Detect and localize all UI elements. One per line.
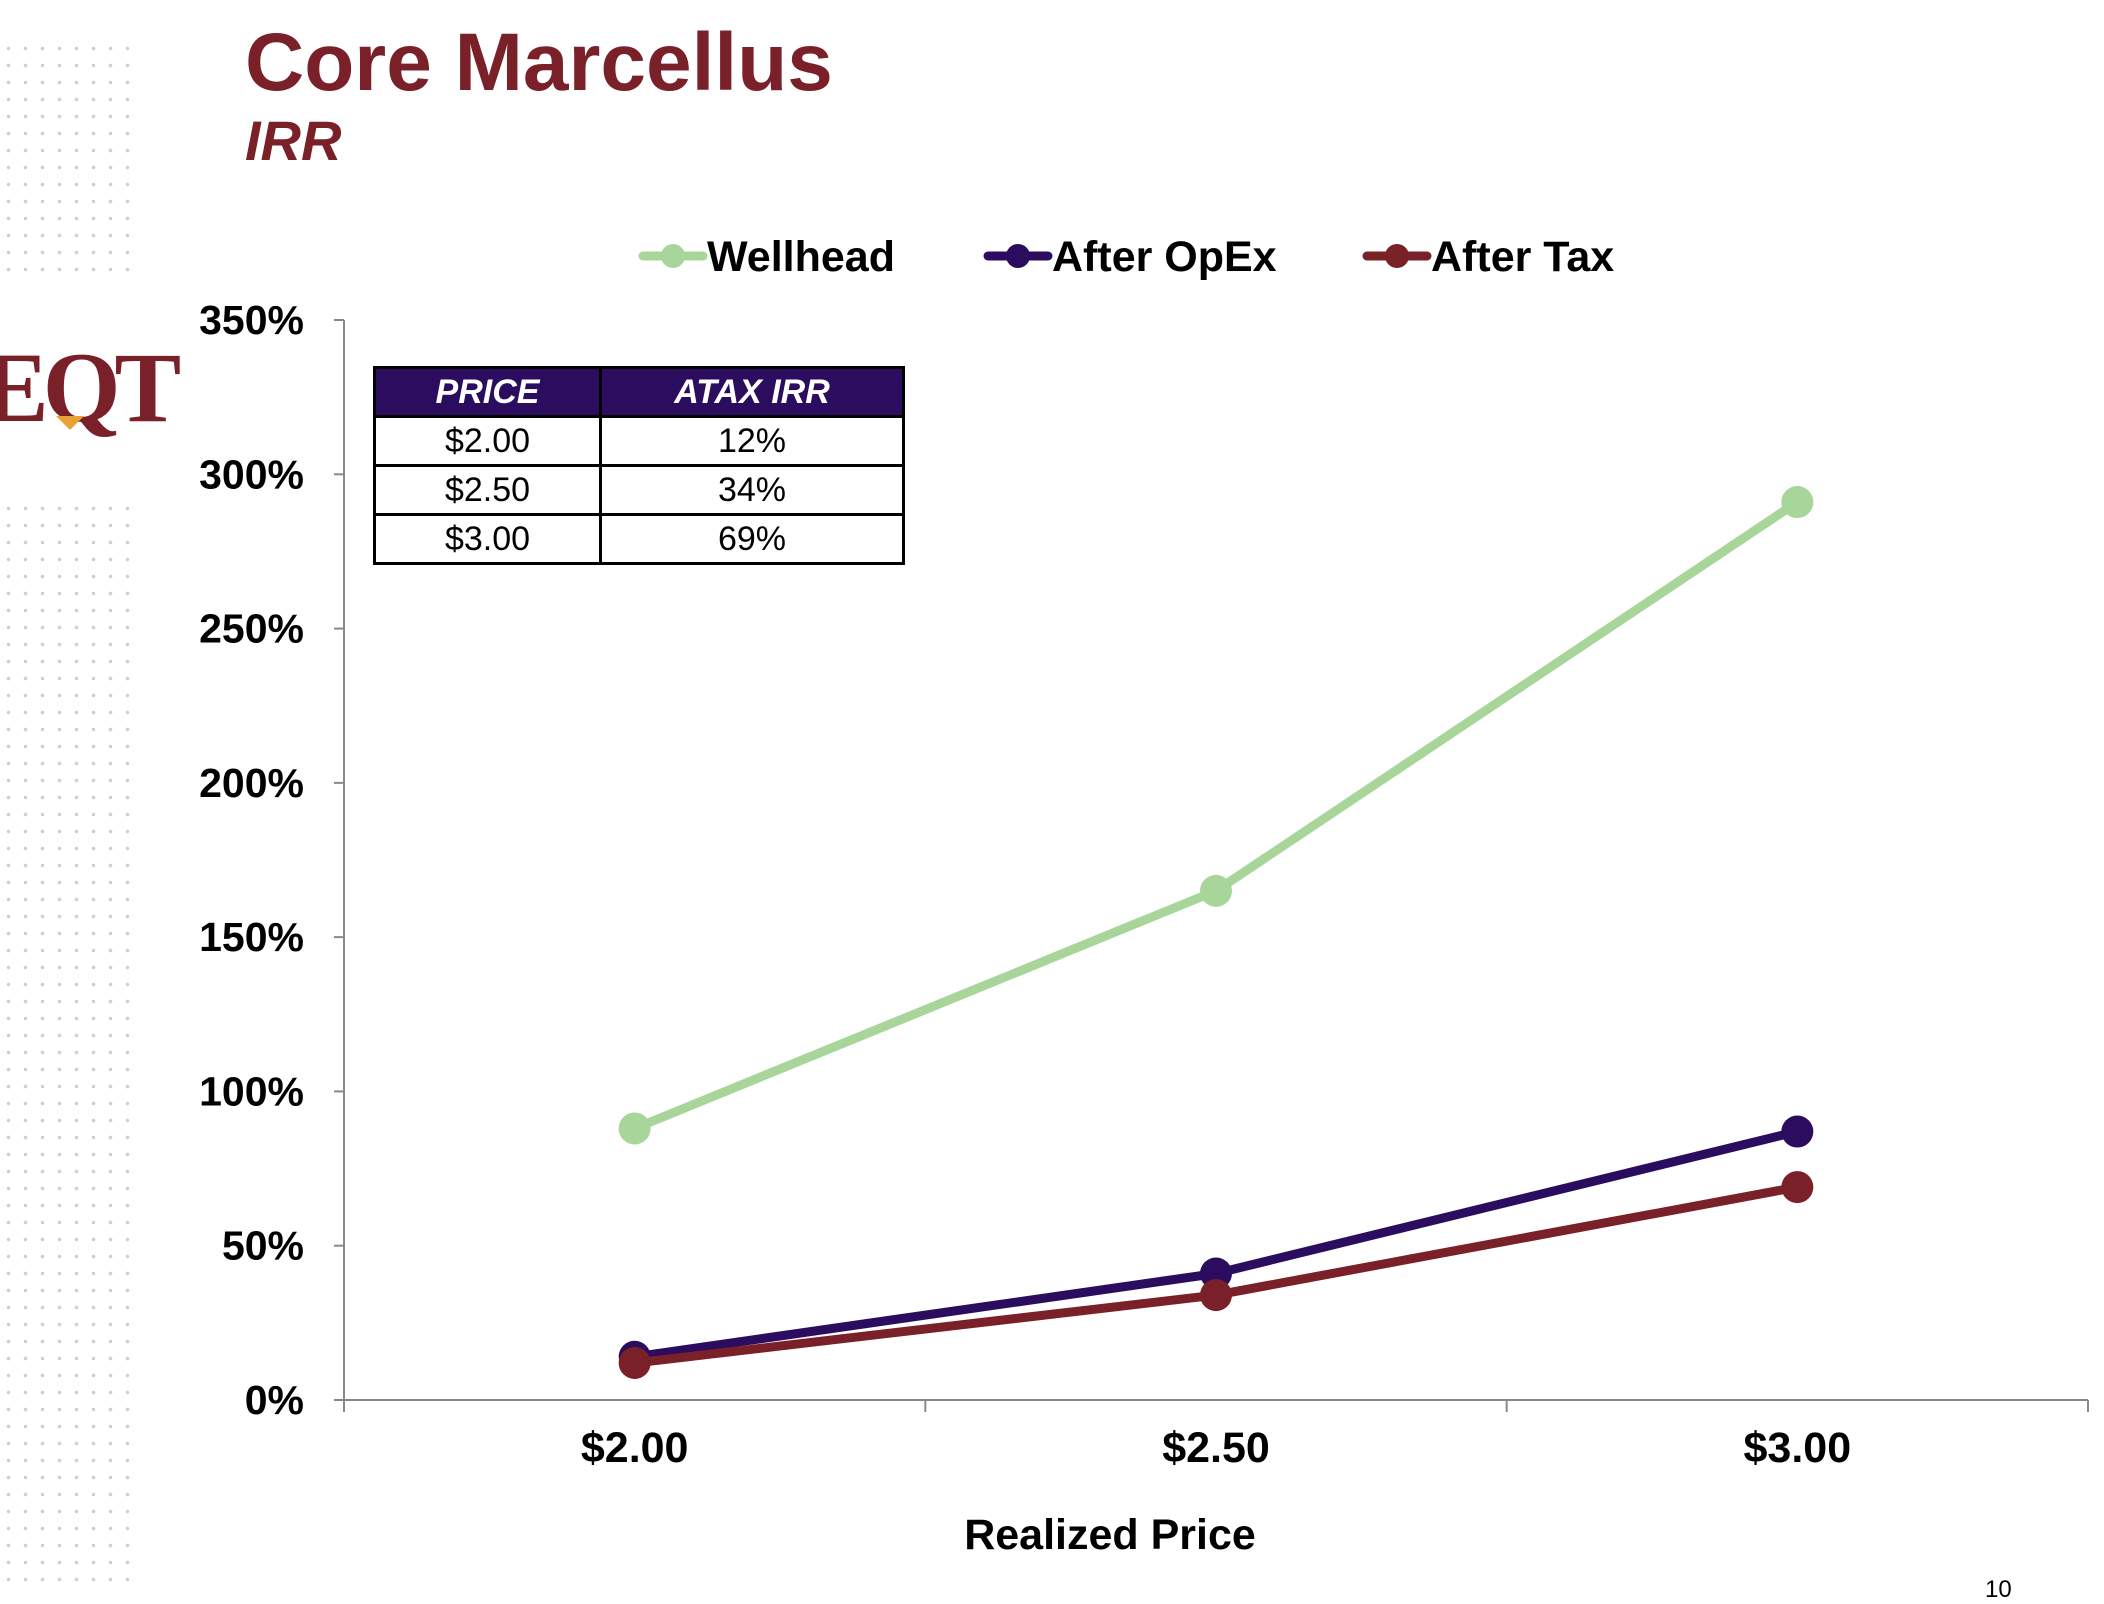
data-point-after-tax	[618, 1346, 651, 1379]
table-header-row: PRICE ATAX IRR	[373, 366, 905, 418]
data-point-wellhead	[1200, 874, 1232, 907]
eqt-logo: EQT	[0, 332, 181, 443]
series-line-after-opex	[630, 1127, 1802, 1362]
y-tick-label: 0%	[245, 1377, 304, 1423]
table-row: $3.00 69%	[373, 513, 905, 565]
table-row: $2.50 34%	[373, 464, 905, 516]
legend-label-after-tax: After Tax	[1431, 233, 1614, 281]
data-point-wellhead	[1781, 486, 1814, 519]
legend-marker-after-tax	[1385, 244, 1409, 268]
y-tick-label: 300%	[199, 451, 304, 497]
table-cell-irr: 69%	[599, 513, 905, 565]
decorative-dot-pattern-bottom	[0, 500, 140, 1590]
table-row: $2.00 12%	[373, 415, 905, 467]
x-tick-label: $3.00	[1744, 1424, 1852, 1472]
table-cell-irr: 34%	[599, 464, 905, 516]
data-point-wellhead	[618, 1112, 651, 1145]
y-tick-label: 200%	[199, 760, 304, 806]
page-number: 10	[1985, 1576, 2012, 1603]
legend-marker-after-opex	[1006, 244, 1030, 268]
table-cell-price: $2.00	[373, 415, 602, 467]
atax-irr-table: PRICE ATAX IRR $2.00 12% $2.50 34% $3.00…	[373, 366, 905, 565]
y-tick-label: 100%	[199, 1068, 304, 1114]
x-tick-label: $2.50	[1162, 1424, 1270, 1472]
legend-label-after-opex: After OpEx	[1052, 233, 1277, 281]
y-tick-label: 150%	[199, 914, 304, 960]
chart-legend: Wellhead After OpEx After Tax	[638, 233, 1614, 281]
y-tick-label: 250%	[199, 606, 304, 652]
y-tick-label: 350%	[199, 297, 304, 343]
table-header-atax-irr: ATAX IRR	[599, 366, 905, 418]
chart-series	[618, 486, 1814, 1379]
x-axis-title: Realized Price	[964, 1511, 1256, 1559]
data-point-after-tax	[1781, 1171, 1814, 1204]
chart-axes: 0%50%100%150%200%250%300%350%$2.00 $2.50 $…	[199, 297, 2089, 1472]
x-tick-label: $2.00	[581, 1424, 689, 1472]
series-line-wellhead	[630, 497, 1802, 1133]
table-header-price: PRICE	[373, 366, 602, 418]
data-point-after-opex	[1781, 1115, 1814, 1148]
legend-marker-wellhead	[661, 244, 685, 268]
table-cell-irr: 12%	[599, 415, 905, 467]
data-point-after-tax	[1200, 1279, 1232, 1312]
table-cell-price: $3.00	[373, 513, 602, 565]
logo-chevron-icon	[56, 416, 84, 430]
y-tick-label: 50%	[222, 1223, 304, 1269]
table-cell-price: $2.50	[373, 464, 602, 516]
page-subtitle: IRR	[245, 109, 342, 172]
page-title: Core Marcellus	[245, 17, 833, 108]
legend-label-wellhead: Wellhead	[707, 233, 895, 281]
decorative-dot-pattern-top	[0, 40, 140, 280]
